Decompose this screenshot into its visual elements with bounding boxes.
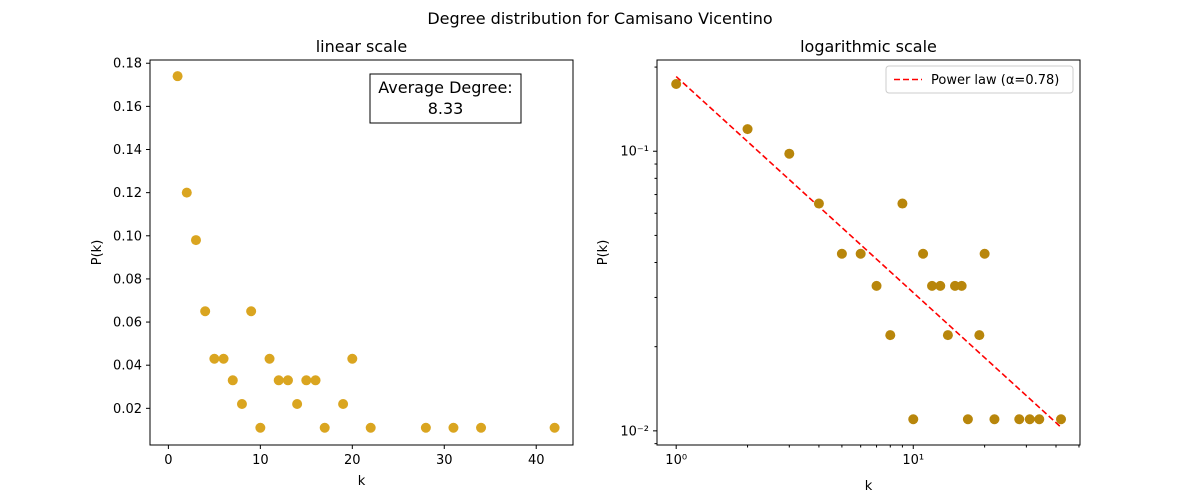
linear-point-16	[319, 422, 330, 433]
log-point-15	[956, 280, 967, 291]
linear-x-ticks: 0 10 20 30 40	[164, 445, 544, 468]
log-point-11	[927, 280, 938, 291]
linear-point-5	[218, 353, 229, 364]
log-point-22	[1034, 414, 1045, 425]
log-point-8	[897, 198, 908, 209]
linear-point-10	[264, 353, 275, 364]
linear-point-12	[282, 375, 293, 386]
linear-point-14	[301, 375, 312, 386]
linear-point-3	[200, 306, 211, 317]
log-x-axis-label: k	[865, 479, 873, 494]
linear-point-15	[310, 375, 321, 386]
linear-y-tick-label-2: 0.06	[113, 316, 142, 331]
legend: Power law (α=0.78)	[885, 65, 1074, 94]
log-x-ticks: 10⁰ 10¹	[665, 445, 1080, 468]
linear-y-tick-label-8: 0.18	[113, 57, 142, 72]
linear-x-tick-label-3: 30	[436, 453, 453, 468]
linear-plot-frame	[149, 59, 574, 446]
linear-x-axis-label: k	[358, 474, 366, 489]
linear-point-13	[292, 399, 303, 410]
log-y-tick-label-1: 10⁻¹	[620, 145, 649, 160]
log-point-16	[962, 414, 973, 425]
log-point-18	[979, 248, 990, 259]
figure-title: Degree distribution for Camisano Vicenti…	[427, 9, 772, 28]
linear-x-tick-label-2: 20	[344, 453, 361, 468]
linear-y-tick-label-5: 0.12	[113, 186, 142, 201]
log-x-tick-label-0: 10⁰	[665, 453, 687, 468]
linear-x-tick-label-4: 40	[528, 453, 545, 468]
linear-point-6	[227, 375, 238, 386]
log-x-tick-label-1: 10¹	[902, 453, 924, 468]
log-y-tick-label-0: 10⁻²	[620, 424, 649, 439]
linear-point-8	[246, 306, 257, 317]
linear-point-7	[236, 399, 247, 410]
linear-point-22	[476, 422, 487, 433]
linear-point-0	[172, 71, 183, 82]
log-y-ticks: 10⁻² 10⁻¹	[620, 66, 657, 445]
linear-point-11	[273, 375, 284, 386]
log-point-3	[813, 198, 824, 209]
linear-y-tick-label-6: 0.14	[113, 143, 142, 158]
log-y-axis-label: P(k)	[596, 240, 611, 266]
log-point-23	[1056, 414, 1067, 425]
linear-point-20	[420, 422, 431, 433]
log-point-12	[935, 280, 946, 291]
annotation-box	[369, 73, 522, 124]
linear-y-tick-label-3: 0.08	[113, 272, 142, 287]
log-plot-frame	[656, 59, 1081, 446]
linear-panel-title: linear scale	[316, 37, 408, 56]
linear-y-tick-label-4: 0.10	[113, 229, 142, 244]
linear-point-9	[255, 422, 266, 433]
log-data-points	[671, 78, 1067, 425]
linear-scale-panel: linear scale 0 10 20 30 40 0.020.040.060.080…	[90, 37, 574, 489]
linear-point-18	[347, 353, 358, 364]
linear-y-tick-label-7: 0.16	[113, 100, 142, 115]
linear-point-2	[190, 235, 201, 246]
log-point-19	[989, 414, 1000, 425]
linear-point-19	[365, 422, 376, 433]
log-point-5	[855, 248, 866, 259]
linear-x-tick-label-0: 0	[164, 453, 172, 468]
linear-x-tick-label-1: 10	[252, 453, 269, 468]
log-point-2	[784, 148, 795, 159]
legend-box	[885, 65, 1074, 94]
log-point-7	[885, 330, 896, 341]
linear-point-21	[448, 422, 459, 433]
annotation-line-2: 8.33	[428, 99, 464, 118]
linear-y-axis-label: P(k)	[90, 240, 105, 266]
log-point-9	[908, 414, 919, 425]
linear-point-4	[209, 353, 220, 364]
log-panel-title: logarithmic scale	[800, 37, 937, 56]
linear-point-1	[181, 187, 192, 198]
log-point-1	[742, 124, 753, 135]
log-point-21	[1024, 414, 1035, 425]
average-degree-annotation: Average Degree: 8.33	[369, 73, 522, 124]
legend-label: Power law (α=0.78)	[931, 73, 1059, 88]
log-scale-panel: logarithmic scale 10⁰ 10¹ 10⁻² 10⁻¹ k P(k)…	[596, 37, 1081, 494]
log-point-20	[1014, 414, 1025, 425]
linear-y-tick-label-1: 0.04	[113, 359, 142, 374]
power-law-fit-line	[675, 75, 1062, 428]
linear-y-tick-label-0: 0.02	[113, 402, 142, 417]
log-point-0	[671, 78, 682, 89]
log-point-4	[836, 248, 847, 259]
log-point-6	[871, 280, 882, 291]
log-point-10	[918, 248, 929, 259]
log-point-17	[974, 330, 985, 341]
linear-y-ticks: 0.02 0.04 0.06 0.08 0.10 0.12 0.14 0.16 0.18	[113, 57, 150, 417]
linear-point-23	[549, 422, 560, 433]
annotation-line-1: Average Degree:	[378, 78, 512, 97]
linear-point-17	[338, 399, 349, 410]
linear-data-points	[172, 71, 560, 433]
log-point-13	[942, 330, 953, 341]
